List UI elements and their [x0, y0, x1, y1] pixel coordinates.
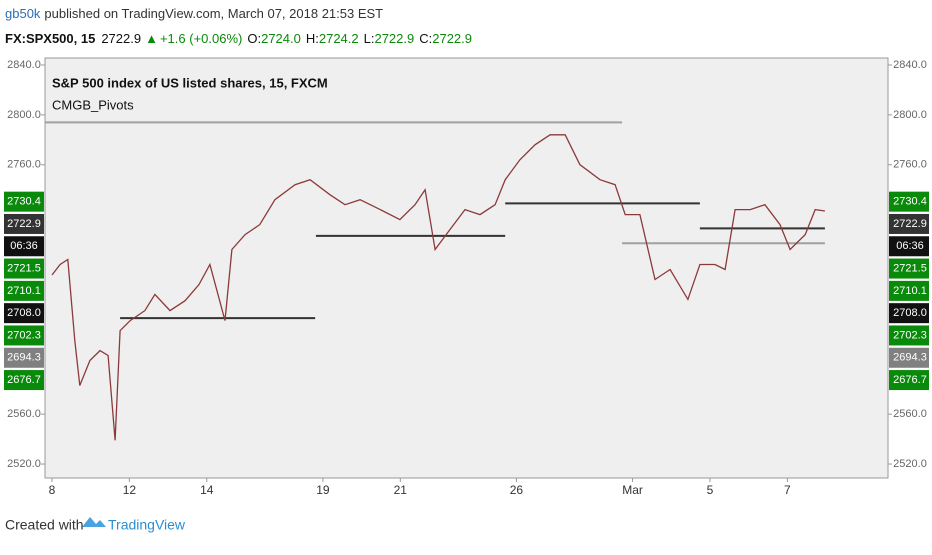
price-label-box: [889, 191, 929, 212]
symbol-line: FX:SPX500, 15 2722.9 ▲ +1.6 (+0.06%) O:2724.…: [5, 31, 472, 46]
high-label: H:: [306, 31, 319, 46]
close-label: C:: [419, 31, 432, 46]
price-label-box: [889, 325, 929, 346]
y-tick-label: 2520.0: [7, 458, 41, 470]
x-tick-label: 8: [49, 483, 56, 497]
price-label-box: [889, 258, 929, 279]
price-line: [51, 134, 825, 441]
published: published on TradingView.com, March 07, …: [44, 6, 383, 21]
price-label: 2730.4: [7, 196, 41, 208]
price-label-box: [889, 280, 929, 301]
marks: 2520.0 2520.0 2560.0 2560.0 2760.0 2760.0 2800…: [4, 59, 929, 497]
symbol: FX:SPX500, 15: [5, 31, 95, 46]
price-label: 2708.0: [893, 307, 927, 319]
last: 2722.9: [101, 31, 141, 46]
x-tick-label: Mar: [622, 483, 643, 497]
y-tick-label: 2760.0: [7, 159, 41, 171]
price-label: 2676.7: [893, 374, 927, 386]
x-tick-label: 19: [316, 483, 330, 497]
price-label-box: [4, 213, 44, 234]
y-tick-label: 2520.0: [893, 458, 927, 470]
price-label: 2694.3: [893, 352, 927, 364]
price-label-box: [4, 191, 44, 212]
y-tick-label: 2840.0: [893, 59, 927, 71]
y-tick-label: 2760.0: [893, 159, 927, 171]
x-tick-label: 5: [707, 483, 714, 497]
price-label: 06:36: [896, 240, 924, 252]
x-tick-label: 7: [784, 483, 791, 497]
x-tick-label: 12: [123, 483, 137, 497]
change: +1.6 (+0.06%): [160, 31, 242, 46]
price-label-box: [889, 236, 929, 257]
price-label-box: [889, 347, 929, 368]
open: 2724.0: [261, 31, 301, 46]
price-label: 2702.3: [7, 329, 41, 341]
price-label: 2710.1: [893, 285, 927, 297]
price-label: 06:36: [10, 240, 38, 252]
y-tick-label: 2800.0: [893, 109, 927, 121]
price-label-box: [4, 280, 44, 301]
low-label: L:: [364, 31, 375, 46]
y-tick-label: 2800.0: [7, 109, 41, 121]
price-label-box: [889, 370, 929, 391]
publish-line: gb50k published on TradingView.com, March…: [5, 6, 383, 21]
price-label: 2721.5: [7, 262, 41, 274]
price-label-box: [4, 325, 44, 346]
price-label: 2721.5: [893, 262, 927, 274]
price-label: 2710.1: [7, 285, 41, 297]
price-label-box: [4, 236, 44, 257]
price-label: 2722.9: [893, 218, 927, 230]
price-label: 2708.0: [7, 307, 41, 319]
price-label-box: [4, 347, 44, 368]
price-label-box: [889, 213, 929, 234]
price-label: 2722.9: [7, 218, 41, 230]
price-label: 2702.3: [893, 329, 927, 341]
up-arrow: ▲: [145, 31, 158, 46]
brand[interactable]: TradingView: [108, 517, 186, 533]
x-tick-label: 14: [200, 483, 214, 497]
author[interactable]: gb50k: [5, 6, 41, 21]
high: 2724.2: [319, 31, 359, 46]
created-with: Created with: [5, 517, 84, 533]
logo: [82, 517, 106, 527]
plot-area: [44, 57, 889, 479]
price-label: 2694.3: [7, 352, 41, 364]
x-tick-label: 21: [394, 483, 408, 497]
open-label: O:: [247, 31, 261, 46]
y-tick-label: 2560.0: [7, 408, 41, 420]
x-tick-label: 26: [510, 483, 524, 497]
y-tick-label: 2560.0: [893, 408, 927, 420]
price-label-box: [4, 303, 44, 324]
price-label-box: [4, 370, 44, 391]
indicator-name: CMGB_Pivots: [52, 97, 134, 112]
chart-title: S&P 500 index of US listed shares, 15, F…: [52, 75, 328, 90]
y-tick-label: 2840.0: [7, 59, 41, 71]
close: 2722.9: [432, 31, 472, 46]
price-label: 2676.7: [7, 374, 41, 386]
price-label: 2730.4: [893, 196, 927, 208]
price-label-box: [889, 303, 929, 324]
low: 2722.9: [374, 31, 414, 46]
price-label-box: [4, 258, 44, 279]
